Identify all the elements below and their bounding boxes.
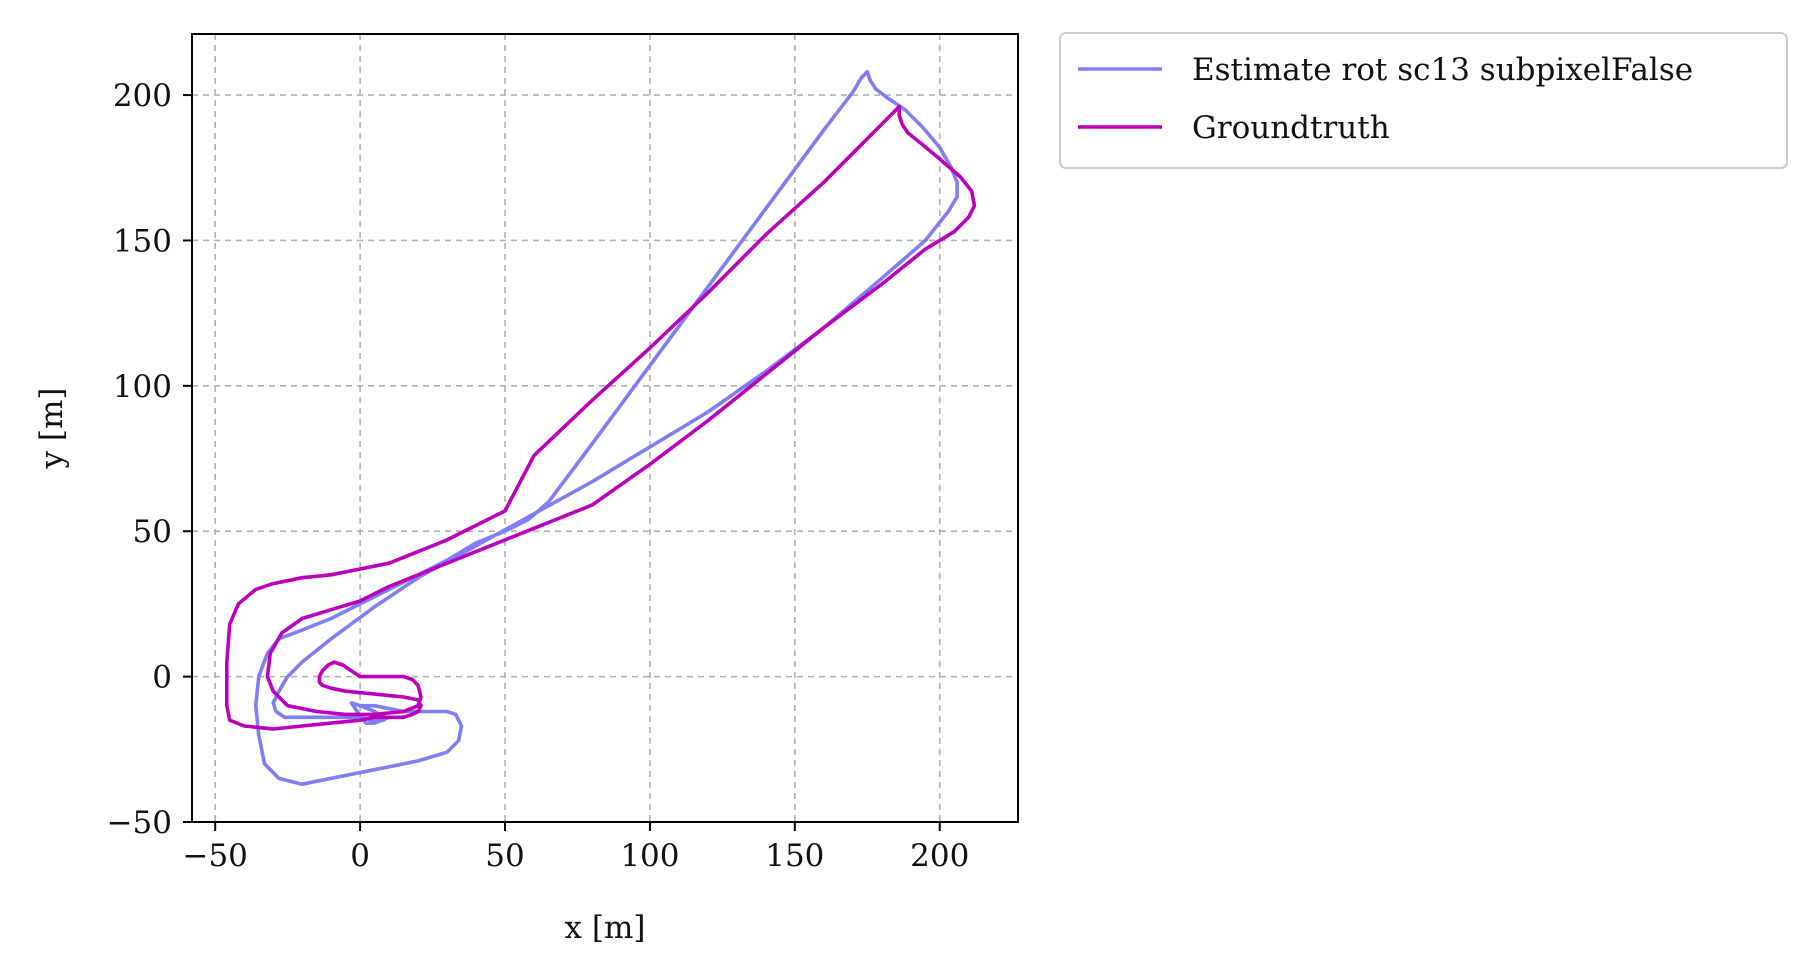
series-line-estimate	[254, 70, 959, 786]
y-tick-label: 50	[133, 514, 172, 550]
y-axis-label: y [m]	[34, 388, 70, 470]
plot-frame	[191, 33, 1019, 823]
legend-label-groundtruth: Groundtruth	[1192, 110, 1390, 146]
y-tick-label: 200	[113, 78, 172, 114]
x-tick-label: 150	[765, 838, 824, 874]
legend-label-estimate: Estimate rot sc13 subpixelFalse	[1192, 52, 1693, 88]
y-tick-label: 100	[113, 369, 172, 405]
y-tick-label: 0	[152, 660, 172, 696]
x-tick-label: 50	[485, 838, 524, 874]
y-tick-label: −50	[107, 805, 172, 841]
axis-ticks: −50 0 50 100 150 200 −50 0 50 100 150 200	[107, 78, 970, 874]
x-tick-label: −50	[182, 838, 247, 874]
series-layer	[225, 70, 977, 786]
y-tick-label: 150	[113, 223, 172, 259]
x-tick-label: 200	[910, 838, 969, 874]
legend-box	[1059, 32, 1788, 169]
x-tick-label: 0	[350, 838, 370, 874]
x-axis-label: x [m]	[565, 910, 646, 946]
series-line-groundtruth	[225, 104, 977, 731]
x-tick-label: 100	[620, 838, 679, 874]
legend: Estimate rot sc13 subpixelFalse Groundtr…	[1059, 32, 1788, 169]
